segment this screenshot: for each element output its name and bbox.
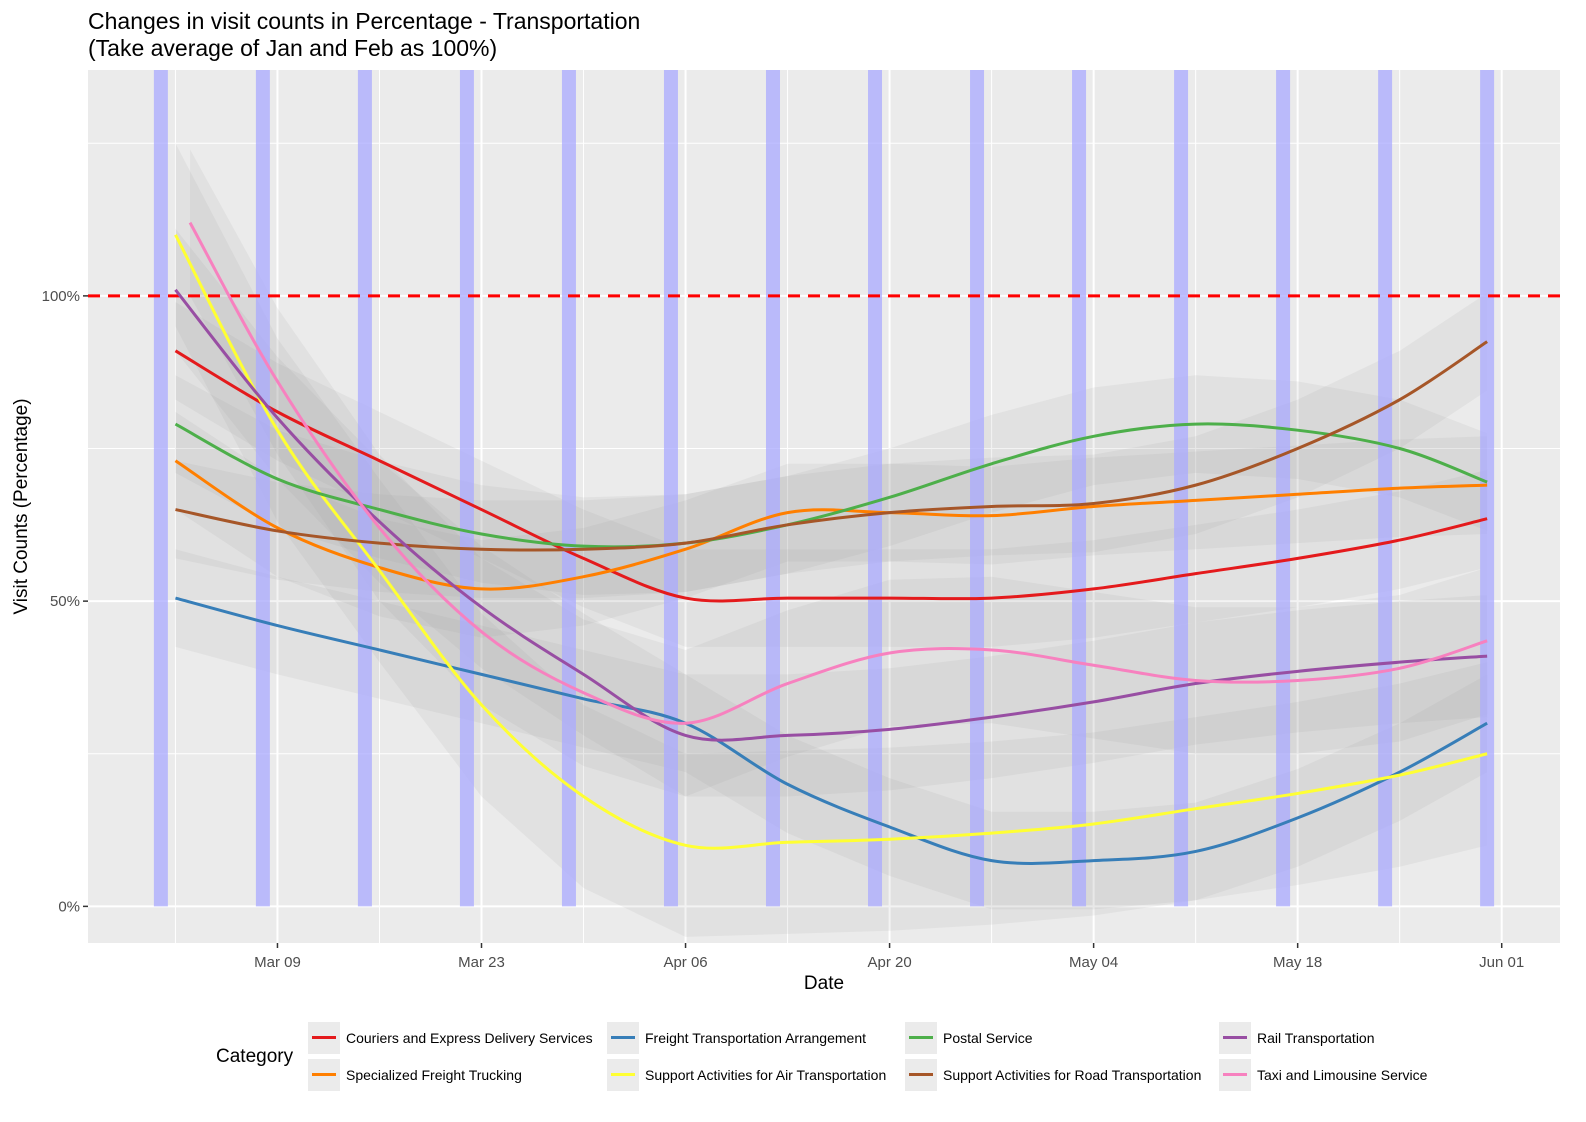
y-tick-label: 0% — [58, 898, 80, 915]
confidence-bands — [175, 143, 1488, 937]
x-tick-label: Mar 23 — [458, 954, 505, 971]
legend-label: Rail Transportation — [1257, 1030, 1375, 1046]
legend-swatch-line — [909, 1036, 933, 1039]
legend-label: Taxi and Limousine Service — [1257, 1067, 1428, 1083]
legend-swatch — [308, 1059, 340, 1091]
x-tick-label: Jun 01 — [1479, 954, 1524, 971]
series-line-couriers-and-express-delivery-services — [174, 349, 1488, 603]
legend-items: Couriers and Express Delivery Services Fr… — [308, 1022, 1458, 1102]
confidence-band — [175, 143, 1488, 937]
legend-swatch — [607, 1059, 639, 1091]
legend-item-freight-transportation-arrangement: Freight Transportation Arrangement — [607, 1022, 866, 1054]
legend-swatch-line — [611, 1036, 635, 1039]
legend-item-taxi-and-limousine-service: Taxi and Limousine Service — [1219, 1059, 1427, 1091]
y-axis-title: Visit Counts (Percentage) — [11, 398, 32, 614]
y-tick-label: 100% — [42, 288, 80, 305]
legend-swatch-line — [611, 1073, 635, 1076]
legend-label: Support Activities for Air Transportatio… — [645, 1067, 887, 1083]
legend-item-rail-transportation: Rail Transportation — [1219, 1022, 1375, 1054]
legend-swatch — [905, 1022, 937, 1054]
legend-item-support-activities-for-air-transportation: Support Activities for Air Transportatio… — [607, 1059, 886, 1091]
highlight-bar — [1480, 70, 1495, 907]
series-line-specialized-freight-trucking — [174, 459, 1488, 591]
x-tick-label: May 04 — [1069, 954, 1118, 971]
confidence-band — [175, 549, 1488, 910]
confidence-band — [175, 301, 1488, 647]
legend-title: Category — [216, 1046, 294, 1067]
series-line-freight-transportation-arrangement — [175, 596, 1488, 865]
legend-label: Freight Transportation Arrangement — [645, 1030, 867, 1046]
legend-item-specialized-freight-trucking: Specialized Freight Trucking — [308, 1059, 522, 1091]
legend-swatch-line — [312, 1073, 336, 1076]
legend-item-couriers-and-express-delivery-services: Couriers and Express Delivery Services — [308, 1022, 593, 1054]
x-tick-label: May 18 — [1273, 954, 1322, 971]
legend-label: Postal Service — [943, 1030, 1033, 1046]
x-tick-label: Mar 09 — [254, 954, 301, 971]
highlight-bar — [765, 70, 780, 907]
highlight-bars — [153, 70, 1495, 907]
highlight-bar — [970, 70, 985, 907]
legend-label: Couriers and Express Delivery Services — [346, 1030, 593, 1046]
highlight-bar — [153, 70, 168, 907]
confidence-band — [175, 375, 1488, 596]
y-tick-label: 50% — [50, 593, 80, 610]
legend-swatch — [308, 1022, 340, 1054]
series-lines — [174, 221, 1488, 865]
confidence-band — [190, 149, 1488, 797]
highlight-bar — [459, 70, 474, 907]
legend-swatch-line — [909, 1073, 933, 1076]
highlight-bar — [357, 70, 372, 907]
x-tick-label: Apr 20 — [867, 954, 911, 971]
series-line-taxi-and-limousine-service — [188, 221, 1488, 725]
series-line-support-activities-for-air-transportation — [174, 234, 1488, 850]
legend-item-support-activities-for-road-transportation: Support Activities for Road Transportati… — [905, 1059, 1201, 1091]
highlight-bar — [1072, 70, 1087, 907]
legend-swatch — [1219, 1059, 1251, 1091]
legend-swatch — [1219, 1022, 1251, 1054]
series-line-rail-transportation — [174, 288, 1488, 742]
x-axis-title: Date — [804, 973, 844, 994]
confidence-band — [175, 228, 1488, 797]
highlight-bar — [868, 70, 883, 907]
legend-swatch-line — [1223, 1073, 1247, 1076]
legend-swatch — [607, 1022, 639, 1054]
highlight-bar — [663, 70, 678, 907]
highlight-bar — [1276, 70, 1291, 907]
legend-label: Specialized Freight Trucking — [346, 1067, 522, 1083]
legend-swatch — [905, 1059, 937, 1091]
highlight-bar — [255, 70, 270, 907]
plot-panel — [88, 70, 1560, 943]
x-tick-label: Apr 06 — [663, 954, 707, 971]
legend-swatch-line — [312, 1036, 336, 1039]
legend: Category Couriers and Express Delivery S… — [212, 1022, 1462, 1102]
confidence-band — [175, 411, 1488, 638]
series-line-postal-service — [174, 422, 1488, 549]
legend-item-postal-service: Postal Service — [905, 1022, 1032, 1054]
chart-title: Changes in visit counts in Percentage - … — [88, 8, 640, 62]
chart-title-line-2: (Take average of Jan and Feb as 100%) — [88, 35, 498, 61]
series-line-support-activities-for-road-transportation — [175, 340, 1488, 552]
chart-title-line-1: Changes in visit counts in Percentage - … — [88, 8, 641, 34]
legend-label: Support Activities for Road Transportati… — [943, 1067, 1202, 1083]
legend-swatch-line — [1223, 1036, 1247, 1039]
